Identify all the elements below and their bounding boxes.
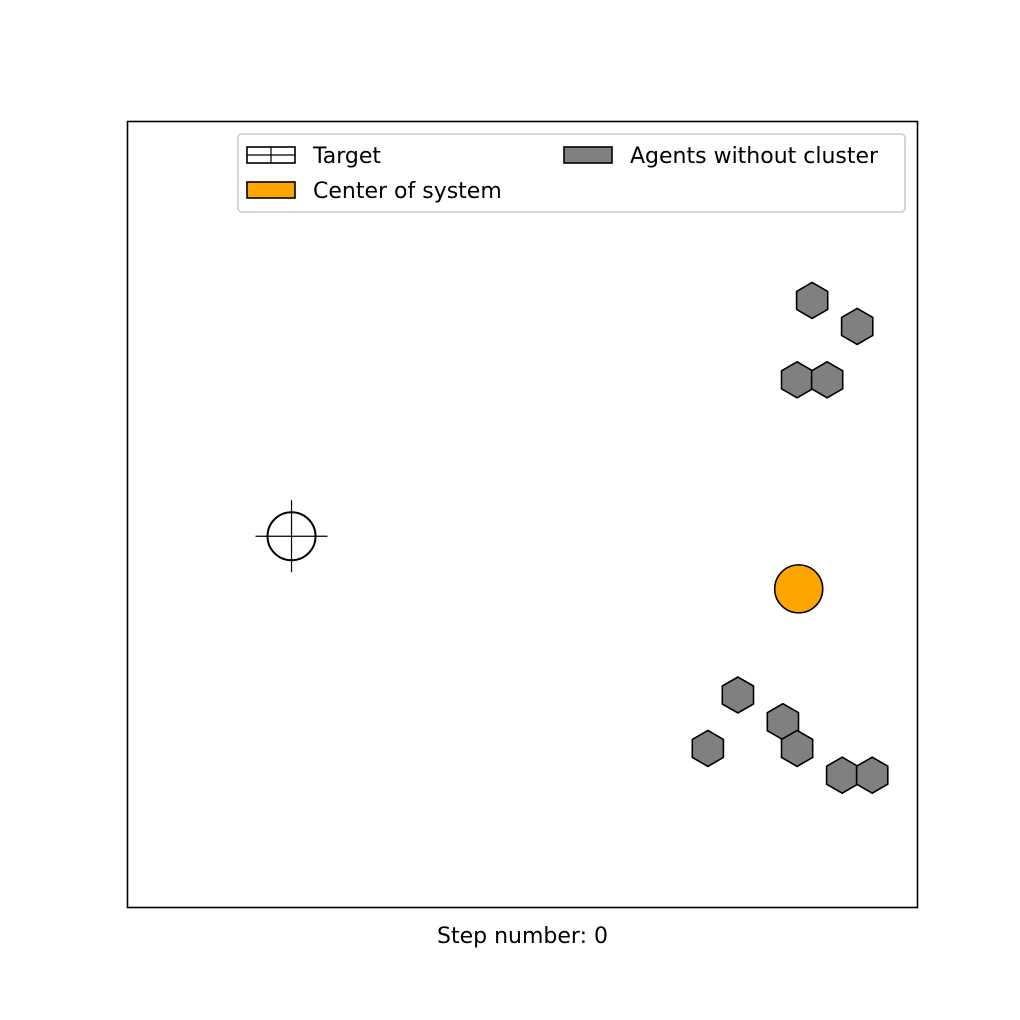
- legend-item: Center of system: [246, 179, 502, 204]
- legend-swatch-center: [246, 181, 296, 199]
- legend-label: Target: [312, 144, 381, 169]
- legend-box: [237, 133, 906, 213]
- agent-marker: [795, 281, 829, 320]
- x-axis-label: Step number: 0: [437, 924, 608, 949]
- agent-marker: [691, 729, 725, 768]
- plot-frame: [126, 120, 919, 909]
- agent-marker: [855, 756, 889, 795]
- agent-marker: [840, 307, 874, 346]
- target-marker: [255, 500, 328, 573]
- legend-label: Center of system: [313, 179, 502, 204]
- agent-marker: [825, 756, 859, 795]
- agent-marker: [780, 729, 814, 768]
- agent-marker: [780, 360, 814, 399]
- agent-marker: [721, 676, 755, 714]
- agent-marker: [810, 360, 844, 399]
- legend-label: Agents without cluster: [630, 144, 879, 169]
- legend-item: Target: [246, 144, 381, 169]
- legend-item: Agents without cluster: [563, 144, 879, 169]
- legend: Target Agents without cluster Center of sy…: [237, 133, 906, 213]
- legend-swatch-agent: [563, 146, 613, 164]
- center-of-system-marker: [773, 564, 824, 614]
